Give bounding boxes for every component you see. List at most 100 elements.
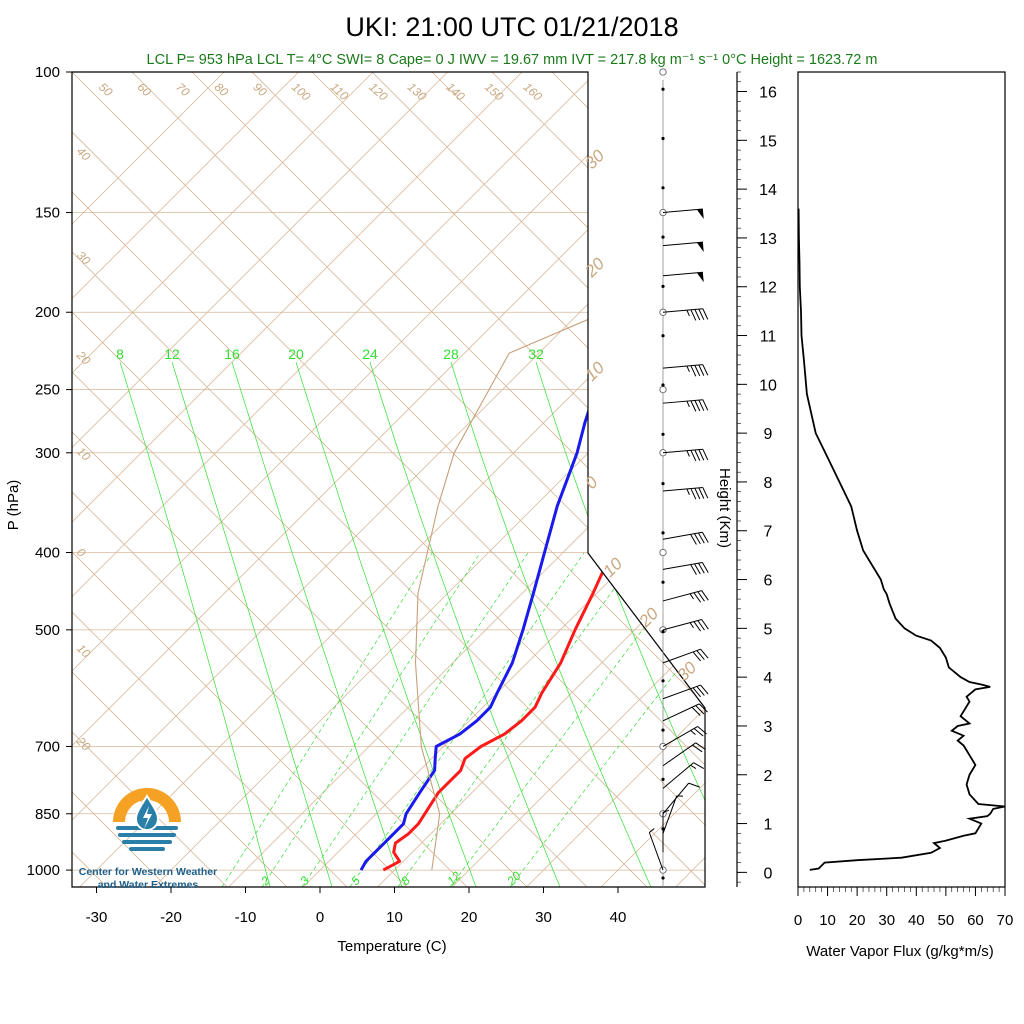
isotherm: [228, 72, 705, 887]
dry-adiabat: [371, 72, 705, 887]
wind-barb-full: [692, 651, 701, 662]
isotherm: [72, 72, 597, 887]
wind-barb-half: [690, 730, 696, 736]
y-tick-label: 200: [35, 304, 60, 321]
wet-bulb-label-right: 30: [673, 658, 700, 685]
wind-barb-staff: [662, 531, 703, 540]
wet-bulb-label-right: 0: [581, 472, 602, 493]
wind-barb-full: [701, 562, 709, 573]
flux-frame: [797, 71, 1006, 888]
mixing-ratio-dashed: [261, 552, 481, 887]
dry-adiabat: [551, 72, 705, 887]
mixing-ratio-dashed: [221, 552, 433, 887]
wet-bulb-label-right: 30: [581, 146, 608, 173]
x-tick-label: -30: [86, 909, 108, 926]
skewt-grid: [0, 72, 1024, 887]
mixing-ratio-label: 16: [224, 346, 240, 362]
dry-adiabat: [251, 72, 705, 887]
wind-barb-full: [692, 687, 701, 698]
wind-barb-full: [694, 449, 701, 461]
wind-barb-half: [690, 764, 697, 769]
level-marker: [659, 548, 667, 557]
dry-adiabat: [0, 72, 47, 887]
theta-label: 110: [328, 80, 352, 103]
flux-tick-label: 10: [819, 912, 836, 929]
wind-barb-full: [694, 365, 701, 377]
wet-bulb-label-left: 40: [74, 144, 94, 164]
wind-barb-half: [686, 309, 690, 317]
flux-tick-label: 50: [938, 912, 955, 929]
dry-adiabat: [792, 72, 1024, 887]
dry-adiabat: [912, 72, 1024, 887]
wind-barb-staff: [662, 399, 703, 404]
x-axis-label: Temperature (C): [337, 938, 446, 955]
wind-barb-staff: [662, 590, 702, 602]
level-marker: [659, 68, 667, 76]
isotherm: [72, 72, 705, 887]
y-tick-label: 400: [35, 544, 60, 561]
wind-barb-full: [693, 762, 705, 769]
flux-tick-label: 30: [878, 912, 895, 929]
flux-axis: 0 10 20 30 40 50 60 70: [794, 887, 1013, 929]
sun-arc-icon: [113, 788, 181, 822]
mixing-ratio-label: 28: [443, 346, 459, 362]
wind-barb-full: [690, 365, 697, 377]
wind-barb-full: [693, 621, 702, 632]
dry-adiabat: [972, 72, 1024, 887]
height-dot: [661, 531, 665, 535]
height-dot: [661, 728, 665, 732]
flux-tick-label: 40: [908, 912, 925, 929]
isotherm: [451, 72, 705, 887]
dry-adiabat: [72, 72, 408, 887]
wind-barb-full: [696, 686, 705, 696]
wind-barb-staff: [662, 703, 700, 722]
y-tick-label: 150: [35, 205, 60, 222]
height-dot: [661, 186, 665, 190]
wind-barb-half: [686, 365, 690, 373]
mixing-ratio-line: [369, 361, 561, 887]
y-tick-label: 500: [35, 622, 60, 639]
wind-barb-full: [695, 705, 705, 715]
x-tick-label: 10: [386, 909, 403, 926]
level-marker: [659, 385, 667, 394]
height-tick-label: 5: [764, 621, 773, 638]
wind-barb-full: [701, 590, 709, 601]
y-tick-label: 300: [35, 445, 60, 462]
dry-adiabat: [72, 72, 288, 887]
mixing-ratio-dashed: [349, 552, 585, 887]
wind-barb-staff: [662, 241, 703, 247]
mixing-ratio-line: [119, 361, 271, 887]
height-tick-label: 3: [764, 719, 773, 736]
mixing-ratio-line: [171, 361, 333, 887]
wind-barb-full: [694, 563, 701, 575]
series-temperature-line: [382, 211, 705, 872]
wind-barb-full: [691, 706, 701, 716]
x-tick-label: 30: [535, 909, 552, 926]
y-axis-label: P (hPa): [5, 480, 22, 531]
height-tick-label: 2: [764, 768, 773, 785]
dry-adiabat: [491, 72, 705, 887]
wind-barb-half: [686, 488, 690, 495]
wind-barb-full: [693, 592, 702, 603]
theta-label: 50: [96, 80, 116, 100]
theta-label: 100: [289, 80, 313, 104]
wind-barb-full: [702, 308, 709, 320]
mixing-ratio-label: 32: [528, 346, 544, 362]
isotherm: [377, 72, 705, 887]
dry-adiabat: [131, 72, 705, 887]
wind-barb-staff: [662, 726, 698, 747]
wind-barb-full: [700, 648, 709, 659]
y-tick-label: 250: [35, 382, 60, 399]
dry-adiabat: [72, 72, 705, 887]
mixing-ratio-label: 12: [164, 346, 180, 362]
isotherm: [72, 72, 299, 887]
wind-barb-flag: [696, 272, 704, 283]
wind-barb-full: [702, 364, 709, 376]
theta-label: 160: [521, 80, 545, 104]
wind-barb-flag: [696, 209, 704, 220]
wave-icon: [129, 847, 165, 851]
wind-barb-full: [695, 742, 706, 750]
wind-barb-staff: [662, 308, 703, 313]
wet-bulb-label-right: 20: [581, 254, 609, 282]
